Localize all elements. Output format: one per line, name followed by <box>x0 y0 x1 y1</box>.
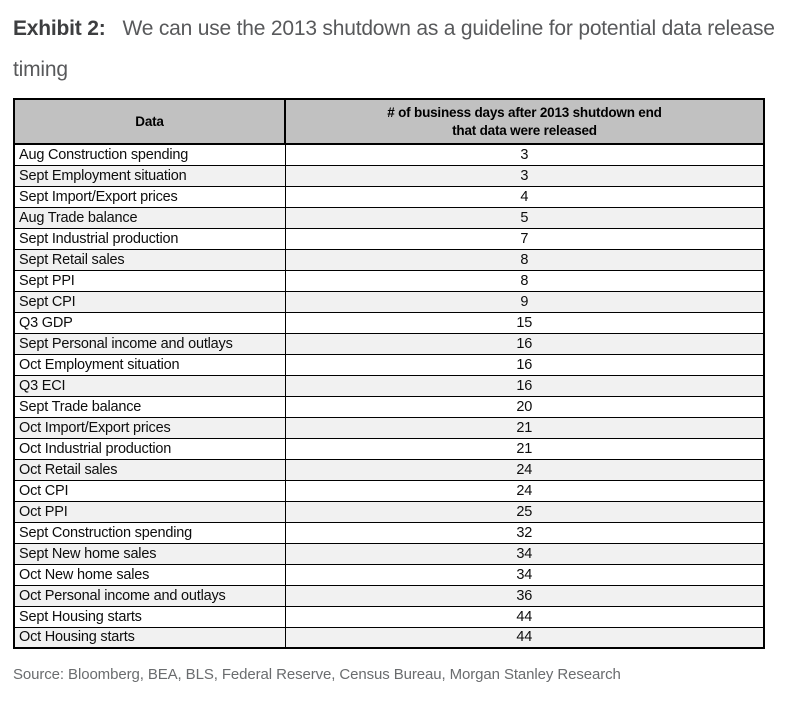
days-cell: 5 <box>284 206 765 229</box>
table-row: Aug Construction spending 3 <box>13 143 765 166</box>
data-cell: Sept Industrial production <box>13 227 286 250</box>
days-cell: 3 <box>284 143 765 166</box>
days-cell: 25 <box>284 500 765 523</box>
days-cell: 34 <box>284 563 765 586</box>
table-header-row: Data # of business days after 2013 shutd… <box>13 98 765 145</box>
data-cell: Oct Retail sales <box>13 458 286 481</box>
data-cell: Oct Industrial production <box>13 437 286 460</box>
days-cell: 21 <box>284 416 765 439</box>
data-cell: Aug Trade balance <box>13 206 286 229</box>
table-header: Data # of business days after 2013 shutd… <box>13 98 765 145</box>
table-row: Sept CPI 9 <box>13 290 765 313</box>
data-cell: Sept Housing starts <box>13 605 286 628</box>
days-cell: 21 <box>284 437 765 460</box>
table-row: Sept Construction spending 32 <box>13 521 765 544</box>
data-cell: Sept CPI <box>13 290 286 313</box>
data-cell: Aug Construction spending <box>13 143 286 166</box>
table-row: Oct PPI 25 <box>13 500 765 523</box>
data-cell: Oct Import/Export prices <box>13 416 286 439</box>
table-row: Sept Retail sales 8 <box>13 248 765 271</box>
data-cell: Oct Personal income and outlays <box>13 584 286 607</box>
data-cell: Oct Employment situation <box>13 353 286 376</box>
data-cell: Sept New home sales <box>13 542 286 565</box>
data-cell: Q3 GDP <box>13 311 286 334</box>
table-header-days: # of business days after 2013 shutdown e… <box>284 98 765 145</box>
table-row: Oct New home sales 34 <box>13 563 765 586</box>
table-row: Sept Housing starts 44 <box>13 605 765 628</box>
data-cell: Sept Retail sales <box>13 248 286 271</box>
table-row: Oct Retail sales 24 <box>13 458 765 481</box>
days-cell: 24 <box>284 458 765 481</box>
days-cell: 34 <box>284 542 765 565</box>
data-cell: Q3 ECI <box>13 374 286 397</box>
data-release-table: Data # of business days after 2013 shutd… <box>13 98 765 649</box>
data-cell: Sept Import/Export prices <box>13 185 286 208</box>
table-row: Oct Housing starts 44 <box>13 626 765 649</box>
data-cell: Sept Trade balance <box>13 395 286 418</box>
table-row: Sept Industrial production 7 <box>13 227 765 250</box>
table-row: Sept Import/Export prices 4 <box>13 185 765 208</box>
data-cell: Sept Construction spending <box>13 521 286 544</box>
days-cell: 24 <box>284 479 765 502</box>
data-cell: Sept Personal income and outlays <box>13 332 286 355</box>
data-cell: Oct PPI <box>13 500 286 523</box>
days-cell: 44 <box>284 605 765 628</box>
days-cell: 36 <box>284 584 765 607</box>
data-cell: Sept Employment situation <box>13 164 286 187</box>
days-cell: 4 <box>284 185 765 208</box>
table-row: Oct Employment situation 16 <box>13 353 765 376</box>
source-note: Source: Bloomberg, BEA, BLS, Federal Res… <box>13 666 621 683</box>
table-row: Sept PPI 8 <box>13 269 765 292</box>
table-row: Sept Personal income and outlays 16 <box>13 332 765 355</box>
table-row: Oct Industrial production 21 <box>13 437 765 460</box>
table-row: Oct CPI 24 <box>13 479 765 502</box>
days-cell: 3 <box>284 164 765 187</box>
data-cell: Oct New home sales <box>13 563 286 586</box>
exhibit-title-text: We can use the 2013 shutdown as a guidel… <box>13 17 775 81</box>
table-header-data: Data <box>13 98 286 145</box>
table-body: Aug Construction spending 3 Sept Employme… <box>13 143 765 649</box>
days-cell: 16 <box>284 374 765 397</box>
table-row: Sept Trade balance 20 <box>13 395 765 418</box>
days-cell: 16 <box>284 353 765 376</box>
data-cell: Sept PPI <box>13 269 286 292</box>
days-cell: 16 <box>284 332 765 355</box>
table-row: Oct Personal income and outlays 36 <box>13 584 765 607</box>
table-row: Q3 GDP 15 <box>13 311 765 334</box>
days-cell: 15 <box>284 311 765 334</box>
days-cell: 20 <box>284 395 765 418</box>
table-row: Sept Employment situation 3 <box>13 164 765 187</box>
table-row: Q3 ECI 16 <box>13 374 765 397</box>
days-cell: 44 <box>284 626 765 649</box>
exhibit-label: Exhibit 2: <box>13 17 106 40</box>
days-cell: 32 <box>284 521 765 544</box>
table-row: Oct Import/Export prices 21 <box>13 416 765 439</box>
days-cell: 7 <box>284 227 765 250</box>
data-cell: Oct CPI <box>13 479 286 502</box>
days-cell: 8 <box>284 269 765 292</box>
page-title: Exhibit 2: We can use the 2013 shutdown a… <box>13 8 781 90</box>
days-cell: 8 <box>284 248 765 271</box>
data-cell: Oct Housing starts <box>13 626 286 649</box>
table-row: Sept New home sales 34 <box>13 542 765 565</box>
days-cell: 9 <box>284 290 765 313</box>
table-row: Aug Trade balance 5 <box>13 206 765 229</box>
